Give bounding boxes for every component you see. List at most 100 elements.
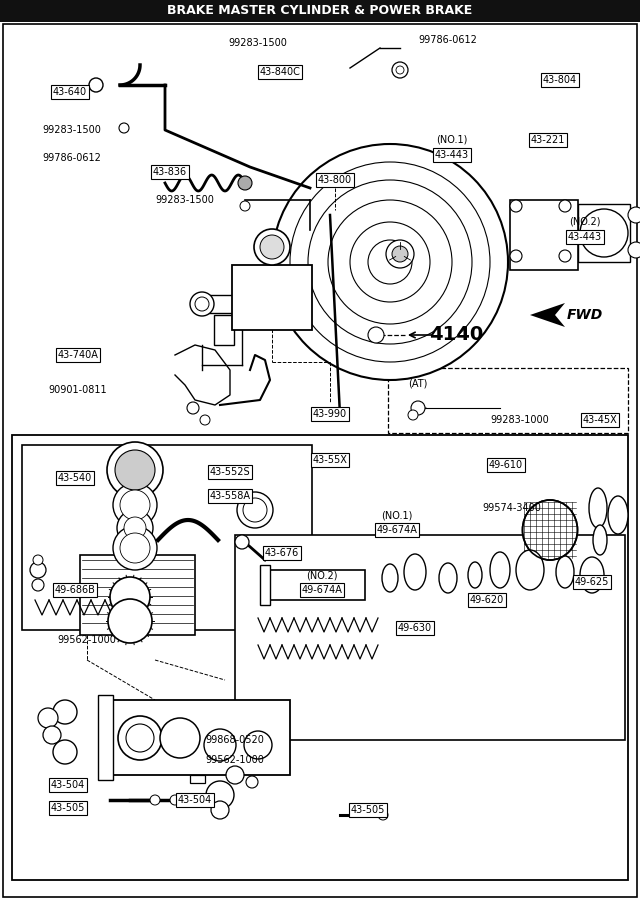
- Ellipse shape: [490, 552, 510, 588]
- Text: 49-674A: 49-674A: [301, 585, 342, 595]
- Circle shape: [368, 240, 412, 284]
- Circle shape: [368, 327, 384, 343]
- Circle shape: [411, 401, 425, 415]
- Text: 43-505: 43-505: [351, 805, 385, 815]
- Text: 99283-1000: 99283-1000: [491, 415, 549, 425]
- Circle shape: [226, 766, 244, 784]
- Text: 43-740A: 43-740A: [58, 350, 99, 360]
- Text: 43-504: 43-504: [51, 780, 85, 790]
- Circle shape: [254, 229, 290, 265]
- Text: FWD: FWD: [567, 308, 604, 322]
- Circle shape: [195, 297, 209, 311]
- Text: BRAKE MASTER CYLINDER & POWER BRAKE: BRAKE MASTER CYLINDER & POWER BRAKE: [168, 4, 472, 17]
- Circle shape: [396, 66, 404, 74]
- Ellipse shape: [382, 564, 398, 592]
- Circle shape: [408, 410, 418, 420]
- Circle shape: [200, 415, 210, 425]
- Bar: [202, 295, 234, 313]
- Text: 49-674A: 49-674A: [376, 525, 417, 535]
- Bar: [578, 204, 630, 262]
- Circle shape: [628, 242, 640, 258]
- Circle shape: [160, 718, 200, 758]
- Circle shape: [510, 200, 522, 212]
- Ellipse shape: [589, 488, 607, 528]
- Text: 49-610: 49-610: [489, 460, 523, 470]
- Text: (NO.2): (NO.2): [569, 217, 601, 227]
- Bar: [214, 315, 234, 345]
- Bar: [510, 200, 578, 270]
- Text: 99562-1000: 99562-1000: [205, 755, 264, 765]
- Text: 49-625: 49-625: [575, 577, 609, 587]
- Bar: [260, 565, 270, 605]
- Circle shape: [113, 526, 157, 570]
- Ellipse shape: [593, 525, 607, 555]
- Circle shape: [190, 292, 214, 316]
- Circle shape: [206, 781, 234, 809]
- Text: 99283-1500: 99283-1500: [228, 38, 287, 48]
- Circle shape: [124, 517, 146, 539]
- Circle shape: [260, 235, 284, 259]
- Text: 99786-0612: 99786-0612: [419, 35, 477, 45]
- Text: 43-505: 43-505: [51, 803, 85, 813]
- Circle shape: [308, 180, 472, 344]
- Circle shape: [89, 78, 103, 92]
- Circle shape: [559, 200, 571, 212]
- Text: 43-504: 43-504: [178, 795, 212, 805]
- Circle shape: [211, 801, 229, 819]
- Text: 99868-0520: 99868-0520: [205, 735, 264, 745]
- Circle shape: [53, 740, 77, 764]
- Text: 99786-0612: 99786-0612: [43, 153, 101, 163]
- Text: 43-552S: 43-552S: [210, 467, 250, 477]
- Text: (NO.2): (NO.2): [307, 570, 338, 580]
- Bar: [80, 555, 195, 635]
- Circle shape: [328, 200, 452, 324]
- Ellipse shape: [516, 550, 544, 590]
- Circle shape: [126, 724, 154, 752]
- Ellipse shape: [608, 496, 628, 534]
- Bar: [22, 445, 312, 630]
- Circle shape: [246, 776, 258, 788]
- Circle shape: [110, 577, 150, 617]
- Text: 43-45X: 43-45X: [582, 415, 618, 425]
- Ellipse shape: [580, 557, 604, 593]
- Bar: [98, 695, 113, 780]
- Bar: [235, 535, 625, 740]
- Text: 43-990: 43-990: [313, 409, 347, 419]
- Text: 43-804: 43-804: [543, 75, 577, 85]
- Circle shape: [170, 795, 180, 805]
- Bar: [100, 700, 290, 775]
- Circle shape: [187, 402, 199, 414]
- Circle shape: [108, 599, 152, 643]
- Text: 99283-1500: 99283-1500: [156, 195, 214, 205]
- Text: (NO.1): (NO.1): [436, 135, 468, 145]
- Text: 43-640: 43-640: [53, 87, 87, 97]
- Text: 43-443: 43-443: [435, 150, 469, 160]
- Text: (AT): (AT): [408, 378, 428, 388]
- Circle shape: [244, 731, 272, 759]
- Text: 43-840C: 43-840C: [260, 67, 300, 77]
- Bar: [265, 570, 365, 600]
- Polygon shape: [530, 303, 565, 327]
- Circle shape: [118, 716, 162, 760]
- Circle shape: [243, 498, 267, 522]
- Text: 43-836: 43-836: [153, 167, 187, 177]
- Text: 43-221: 43-221: [531, 135, 565, 145]
- Circle shape: [240, 201, 250, 211]
- Circle shape: [43, 726, 61, 744]
- Text: 43-540: 43-540: [58, 473, 92, 483]
- Bar: [232, 265, 312, 330]
- Text: 99574-3400: 99574-3400: [483, 503, 541, 513]
- Circle shape: [378, 810, 388, 820]
- Circle shape: [238, 176, 252, 190]
- Circle shape: [392, 246, 408, 262]
- Circle shape: [350, 222, 430, 302]
- Circle shape: [290, 162, 490, 362]
- Circle shape: [119, 123, 129, 133]
- Circle shape: [392, 62, 408, 78]
- Circle shape: [150, 795, 160, 805]
- Text: 49-686B: 49-686B: [54, 585, 95, 595]
- Circle shape: [53, 700, 77, 724]
- Text: 90901-0811: 90901-0811: [49, 385, 108, 395]
- Text: 43-800: 43-800: [318, 175, 352, 185]
- Ellipse shape: [468, 562, 482, 588]
